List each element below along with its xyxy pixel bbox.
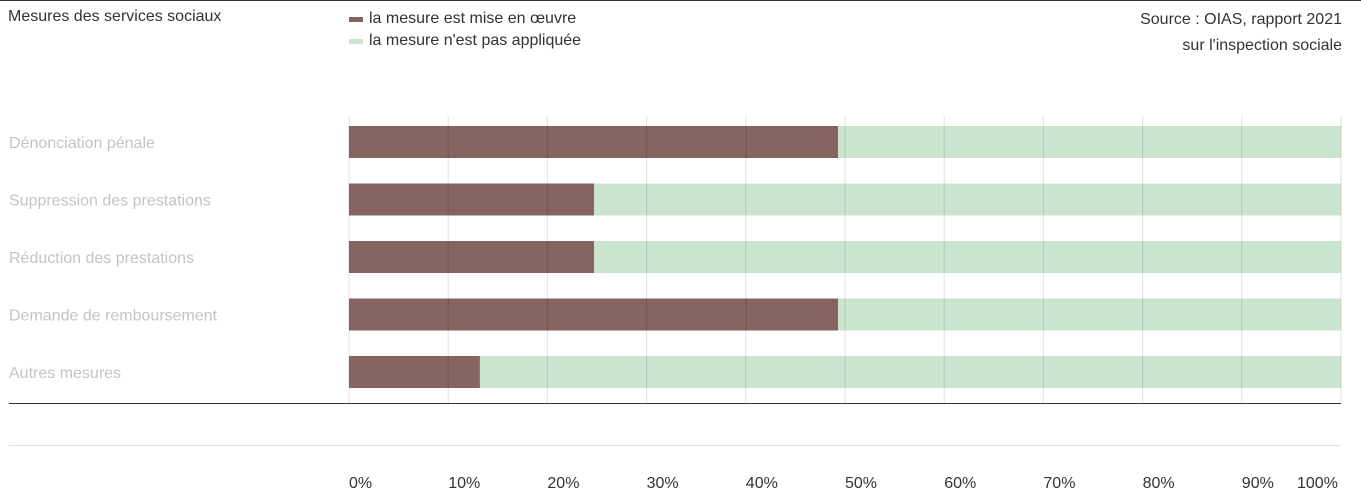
bar-not-applied (838, 126, 1341, 158)
category-label: Dénonciation pénale (9, 135, 155, 152)
top-rule (0, 0, 1361, 1)
legend-item-implemented: la mesure est mise en œuvre (349, 8, 581, 30)
source-line-2: sur l'inspection sociale (1182, 37, 1342, 54)
bar-implemented (349, 183, 595, 216)
source-note: Source : OIAS, rapport 2021 sur l'inspec… (1140, 7, 1342, 59)
x-tick-label: 90% (1242, 475, 1274, 491)
legend: la mesure est mise en œuvre la mesure n'… (349, 8, 581, 52)
category-label: Demande de remboursement (9, 308, 218, 325)
bar-not-applied (594, 183, 1341, 216)
category-label: Autres mesures (9, 365, 121, 382)
legend-label-implemented: la mesure est mise en œuvre (369, 10, 577, 27)
x-tick-label: 60% (944, 475, 976, 491)
x-tick-label: 80% (1143, 475, 1175, 491)
legend-swatch-not-applied (349, 38, 363, 44)
x-tick-label: 50% (845, 475, 877, 491)
x-tick-label: 30% (647, 475, 679, 491)
bar-implemented (349, 241, 595, 273)
category-label: Suppression des prestations (9, 193, 211, 210)
bar-implemented (349, 356, 480, 388)
legend-label-not-applied: la mesure n'est pas appliquée (369, 32, 582, 49)
legend-swatch-implemented (349, 16, 363, 22)
category-label: Réduction des prestations (9, 250, 194, 267)
chart-title: Mesures des services sociaux (8, 8, 222, 25)
bar-not-applied (479, 356, 1342, 388)
x-tick-label: 10% (448, 475, 480, 491)
legend-item-not-applied: la mesure n'est pas appliquée (349, 30, 581, 52)
bar-not-applied (838, 298, 1341, 331)
x-tick-label: 100% (1297, 475, 1338, 491)
x-tick-label: 0% (349, 475, 372, 491)
source-line-1: Source : OIAS, rapport 2021 (1140, 11, 1342, 28)
bar-not-applied (594, 241, 1341, 273)
bar-implemented (349, 126, 839, 158)
x-tick-label: 40% (746, 475, 778, 491)
x-tick-label: 20% (547, 475, 579, 491)
x-tick-label: 70% (1043, 475, 1075, 491)
bar-implemented (349, 298, 839, 331)
